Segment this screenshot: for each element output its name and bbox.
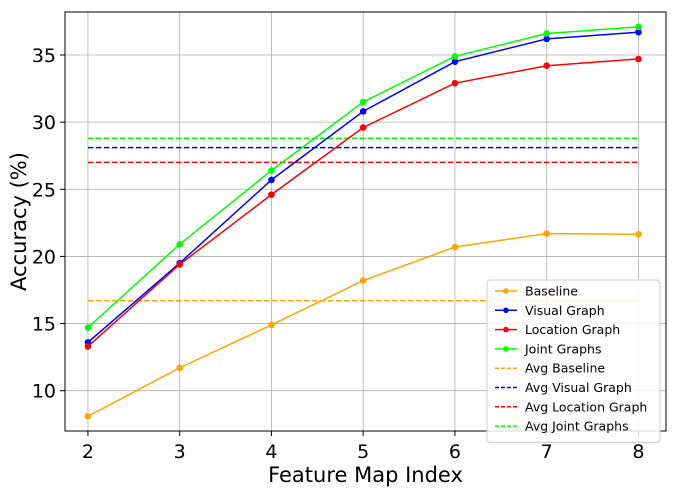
x-tick-label: 2	[82, 441, 94, 463]
y-tick-label: 25	[32, 179, 56, 201]
data-point	[268, 176, 275, 184]
legend-marker	[503, 326, 509, 333]
x-tick-label: 7	[541, 441, 553, 463]
legend-item-location-graph: Location Graph	[495, 322, 620, 337]
grid	[65, 12, 666, 431]
legend-label: Avg Visual Graph	[525, 380, 632, 395]
series-location-graph	[84, 55, 642, 350]
data-point	[359, 98, 367, 106]
x-tick-label: 8	[632, 441, 644, 463]
data-point	[635, 230, 642, 238]
data-point	[268, 321, 275, 329]
data-point	[84, 324, 92, 331]
data-point	[543, 62, 551, 70]
legend-item-avg-joint-graphs: Avg Joint Graphs	[495, 419, 629, 434]
series-baseline	[84, 230, 642, 420]
data-point	[635, 55, 642, 63]
legend-label: Avg Joint Graphs	[525, 419, 629, 434]
legend-item-avg-location-graph: Avg Location Graph	[495, 399, 647, 414]
legend-item-visual-graph: Visual Graph	[495, 303, 605, 318]
data-point	[635, 23, 642, 31]
x-tick-label: 5	[357, 441, 369, 463]
data-point	[176, 364, 183, 372]
legend-label: Avg Baseline	[525, 361, 605, 376]
data-point	[359, 124, 367, 131]
data-point	[451, 58, 459, 65]
data-point	[268, 191, 275, 198]
x-tick-label: 4	[265, 441, 277, 463]
data-point	[176, 261, 183, 268]
data-point	[543, 230, 551, 237]
data-point	[451, 79, 459, 87]
x-axis-title: Feature Map Index	[268, 463, 463, 487]
data-point	[635, 28, 642, 36]
data-point	[451, 243, 459, 251]
legend-label: Location Graph	[525, 322, 620, 337]
y-tick-label: 20	[32, 246, 56, 268]
plot-frame	[64, 11, 667, 432]
data-point	[84, 412, 92, 420]
y-tick-label: 15	[32, 314, 56, 336]
x-tick-label: 6	[449, 441, 461, 463]
data-point	[268, 167, 275, 174]
legend-label: Avg Location Graph	[525, 399, 647, 414]
legend-box	[486, 279, 661, 443]
x-tick-label: 3	[174, 441, 186, 463]
legend-marker	[503, 307, 509, 314]
legend-label: Visual Graph	[525, 303, 605, 318]
legend-label: Baseline	[525, 284, 578, 299]
series-joint-graphs	[84, 23, 642, 331]
legend: Baseline Visual Graph Location Graph Joint …	[486, 279, 661, 443]
y-tick-label: 30	[32, 112, 56, 134]
data-point	[543, 35, 551, 43]
y-axis-title: Accuracy (%)	[7, 152, 31, 291]
data-point	[176, 241, 183, 248]
legend-marker	[503, 288, 509, 294]
data-point	[84, 343, 92, 350]
legend-item-baseline: Baseline	[495, 284, 578, 299]
legend-label: Joint Graphs	[524, 341, 601, 356]
legend-item-joint-graphs: Joint Graphs	[495, 341, 601, 356]
data-point	[359, 108, 367, 115]
data-point	[359, 277, 367, 284]
data-point	[451, 53, 459, 60]
y-tick-label: 10	[32, 381, 56, 403]
legend-item-avg-baseline: Avg Baseline	[495, 361, 605, 376]
data-point	[543, 30, 551, 37]
ticks: 2 3 4 5 6 7 8 10 15 20 25 30 35	[32, 45, 645, 463]
legend-item-avg-visual-graph: Avg Visual Graph	[495, 380, 632, 395]
legend-marker	[503, 346, 509, 352]
y-tick-label: 35	[32, 45, 56, 67]
